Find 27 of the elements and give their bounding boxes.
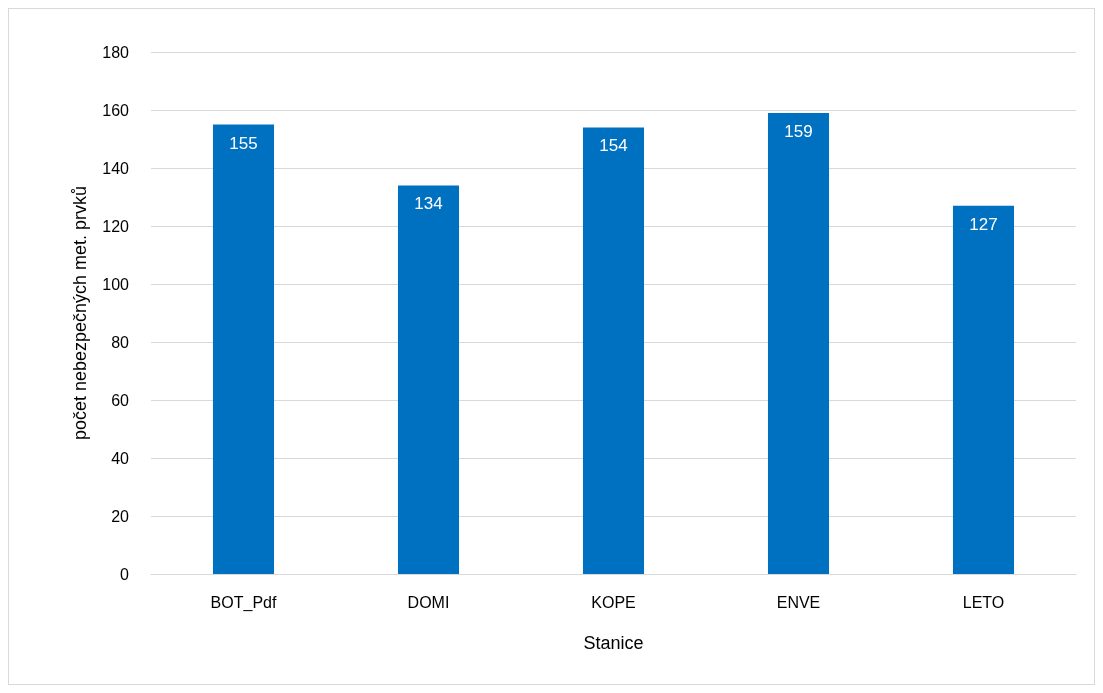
y-tick-label: 160 [102, 101, 130, 119]
y-axis-title: počet nebezpečných met. prvků [70, 185, 90, 441]
data-label: 154 [599, 136, 628, 156]
x-tick-label: LETO [962, 593, 1005, 611]
y-tick-label: 80 [111, 333, 130, 351]
x-tick-label: DOMI [407, 593, 450, 611]
data-label: 155 [229, 133, 258, 153]
y-tick-label: 60 [111, 391, 130, 409]
y-tick-label: 100 [102, 275, 130, 293]
y-tick-label: 180 [102, 43, 130, 61]
data-label: 159 [784, 121, 813, 141]
bar [952, 205, 1015, 574]
data-label: 134 [414, 194, 443, 214]
y-tick-label: 20 [111, 507, 130, 525]
x-tick-label: BOT_Pdf [210, 593, 277, 612]
x-tick-label: ENVE [776, 593, 821, 611]
x-axis-title: Stanice [583, 633, 644, 653]
x-tick-label: KOPE [591, 593, 636, 611]
bar [767, 112, 830, 574]
bar [212, 124, 275, 574]
y-tick-label: 140 [102, 159, 130, 177]
data-label: 127 [969, 214, 998, 234]
bar [582, 127, 645, 574]
bar [397, 185, 460, 574]
y-tick-label: 120 [102, 217, 130, 235]
y-tick-label: 0 [120, 565, 130, 583]
y-tick-label: 40 [111, 449, 130, 467]
